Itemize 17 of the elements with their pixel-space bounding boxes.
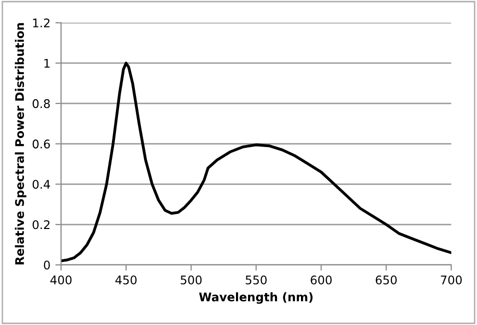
y-tick-label: 1 (44, 58, 50, 68)
x-axis-title: Wavelength (nm) (199, 292, 313, 304)
x-tick-label: 400 (50, 276, 72, 284)
x-tick-label: 650 (376, 276, 397, 284)
x-tick-label: 700 (440, 276, 462, 284)
y-tick-label: 0.8 (32, 99, 50, 108)
y-tick-label: 0.2 (32, 220, 50, 230)
y-axis-title: Relative Spectral Power Distribution (14, 23, 26, 264)
y-tick-label: 0.4 (32, 180, 50, 189)
y-tick-label: 0 (44, 260, 50, 270)
y-tick-label: 0.6 (32, 140, 50, 148)
line-series (61, 62, 452, 262)
x-tick-label: 450 (115, 276, 137, 284)
y-tick-label: 1.2 (33, 18, 50, 28)
x-tick-label: 500 (180, 276, 202, 284)
x-tick-label: 550 (246, 276, 267, 284)
x-tick-label: 600 (310, 276, 332, 284)
